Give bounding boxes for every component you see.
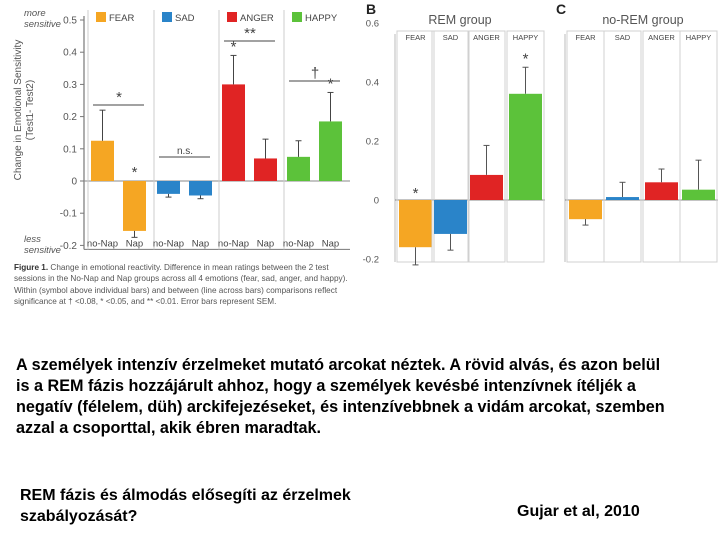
question-text: REM fázis és álmodás elősegíti az érzelm… <box>20 487 351 525</box>
bar-sad-no-nap <box>157 181 180 194</box>
significance-marker: † <box>311 65 319 82</box>
category-label-happy: HAPPY <box>513 33 538 42</box>
y-tick-label: 0 <box>374 196 379 207</box>
category-box <box>431 30 470 263</box>
bar-anger-nap <box>254 158 277 181</box>
bar-anger <box>470 174 503 200</box>
y-tick-label: -0.1 <box>60 209 78 220</box>
y-tick-label: 0.4 <box>63 48 77 59</box>
legend-swatch-happy <box>292 12 302 22</box>
chart-a: 0.5 0.4 0.3 0.2 0.1 0 -0.1 -0.2 Change in Emotio… <box>13 8 350 255</box>
citation-text: Gujar et al, 2010 <box>517 503 640 520</box>
panel-label: B <box>366 1 376 17</box>
x-tick-label: Nap <box>192 238 209 249</box>
legend-swatch-sad <box>162 12 172 22</box>
y-tick-label: -0.2 <box>363 255 379 266</box>
more-sensitive-note: more sensitive <box>24 8 61 30</box>
bar-significance-marker: * <box>523 50 529 67</box>
y-tick-label: 0.2 <box>63 112 77 123</box>
note-word: less <box>24 234 41 245</box>
x-tick-label: no-Nap <box>283 238 314 249</box>
bar-anger-no-nap <box>222 84 245 181</box>
category-label-anger: ANGER <box>648 33 675 42</box>
bar-anger <box>645 182 678 200</box>
category-label-fear: FEAR <box>575 33 596 42</box>
bar-significance-marker: * <box>231 38 237 55</box>
legend-label-happy: HAPPY <box>305 13 338 24</box>
category-label-fear: FEAR <box>405 33 426 42</box>
category-box <box>642 30 681 263</box>
description-text: A személyek intenzív érzelmeket mutató a… <box>16 356 665 437</box>
y-tick-label: 0.1 <box>63 144 77 155</box>
category-box <box>603 30 642 263</box>
x-tick-label: no-Nap <box>153 238 184 249</box>
category-label-sad: SAD <box>443 33 459 42</box>
bar-fear-no-nap <box>91 140 114 181</box>
note-word: more <box>24 8 46 19</box>
category-box <box>506 30 545 263</box>
y-tick-label: 0.4 <box>366 78 379 89</box>
category-box <box>679 30 718 263</box>
legend-swatch-fear <box>96 12 106 22</box>
category-label-sad: SAD <box>615 33 631 42</box>
bar-sad <box>606 197 639 200</box>
bar-happy <box>682 189 715 200</box>
figure-caption: Figure 1. Change in emotional reactivity… <box>14 262 354 308</box>
bar-happy <box>509 93 542 200</box>
y-axis-label-line1: Change in Emotional Sensitivity <box>13 40 24 181</box>
bar-significance-marker: * <box>328 75 334 92</box>
chart-c: Cno-REM group FEAR SAD ANGER HAPPY <box>556 1 718 263</box>
bar-significance-marker: * <box>413 185 419 202</box>
y-tick-label: 0 <box>71 177 77 188</box>
bar-fear-nap <box>123 181 146 231</box>
x-tick-label: Nap <box>322 238 339 249</box>
figure-caption-label: Figure 1. <box>14 263 49 272</box>
bar-fear <box>569 200 602 220</box>
bar-happy-no-nap <box>287 156 310 181</box>
note-word: sensitive <box>24 245 61 255</box>
legend-swatch-anger <box>227 12 237 22</box>
category-box <box>467 30 506 263</box>
legend-label-sad: SAD <box>175 13 195 24</box>
y-tick-label: 0.2 <box>366 137 379 148</box>
x-tick-label: Nap <box>257 238 274 249</box>
y-axis-label-line2: (Test1- Test2) <box>25 80 36 140</box>
x-tick-label: Nap <box>126 238 143 249</box>
bar-sad-nap <box>189 181 212 196</box>
panel-label: C <box>556 1 566 17</box>
significance-marker: n.s. <box>177 146 193 157</box>
y-axis-label: Change in Emotional Sensitivity(Test1- T… <box>13 40 36 181</box>
less-sensitive-note: less sensitive <box>24 234 61 255</box>
category-label-anger: ANGER <box>473 33 500 42</box>
legend-label-anger: ANGER <box>240 13 274 24</box>
bar-significance-marker: * <box>132 164 138 181</box>
x-tick-label: no-Nap <box>87 238 118 249</box>
category-box <box>566 30 605 263</box>
bar-sad <box>434 200 467 234</box>
y-tick-label: 0.6 <box>366 19 379 30</box>
panel-title: no-REM group <box>602 13 683 27</box>
x-tick-label: no-Nap <box>218 238 249 249</box>
y-tick-label: -0.2 <box>60 241 78 252</box>
y-tick-label: 0.5 <box>63 16 77 27</box>
chart-b: B REM group 0.6 0.4 0.2 0 -0.2 FEAR SAD ANGER HAPP… <box>363 1 545 266</box>
bar-happy-nap <box>319 121 342 181</box>
y-tick-label: 0.3 <box>63 80 77 91</box>
significance-marker: ** <box>244 25 256 42</box>
significance-marker: * <box>116 89 122 106</box>
panel-title: REM group <box>428 13 491 27</box>
category-label-happy: HAPPY <box>686 33 711 42</box>
legend-label-fear: FEAR <box>109 13 134 24</box>
figure-caption-text: Change in emotional reactivity. Differen… <box>14 263 348 307</box>
note-word: sensitive <box>24 19 61 30</box>
bar-fear <box>399 200 432 248</box>
